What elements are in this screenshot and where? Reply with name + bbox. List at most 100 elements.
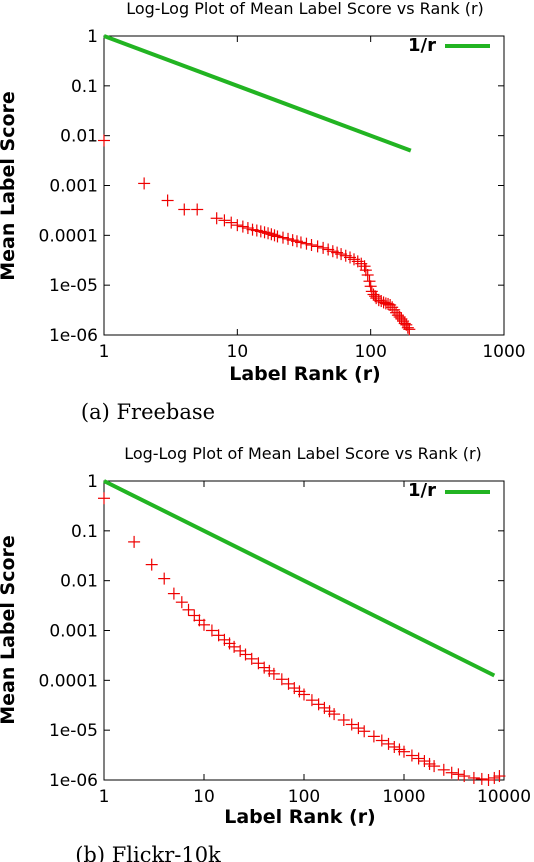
data-point xyxy=(355,257,368,270)
data-point xyxy=(300,237,313,250)
data-point xyxy=(418,755,431,768)
data-point xyxy=(311,240,324,253)
data-point xyxy=(98,134,110,147)
tick-marks xyxy=(103,35,505,336)
data-point xyxy=(322,243,335,256)
data-point xyxy=(236,220,249,233)
data-point xyxy=(370,292,383,305)
x-tick-label: 1000 xyxy=(382,787,425,807)
line-1-over-r xyxy=(103,479,496,678)
data-point xyxy=(475,772,488,785)
data-point xyxy=(158,572,171,585)
data-point xyxy=(403,323,416,336)
data-point xyxy=(182,603,195,616)
data-point xyxy=(358,725,371,738)
x-axis-label: Label Rank (r) xyxy=(224,806,376,828)
y-tick-label: 0.001 xyxy=(49,177,98,197)
plot-frame xyxy=(103,35,505,336)
data-point xyxy=(363,275,376,288)
data-point xyxy=(375,734,388,747)
data-point xyxy=(241,222,254,235)
y-tick-label: 1e-05 xyxy=(49,276,98,296)
y-tick-label: 0.01 xyxy=(60,572,98,592)
data-point xyxy=(467,771,480,784)
x-tick-label: 1 xyxy=(99,342,110,362)
x-tick-label: 1 xyxy=(99,787,110,807)
legend-label: 1/r xyxy=(408,35,436,56)
x-tick-labels: 1 10 100 1000 10000 xyxy=(99,787,531,807)
data-point xyxy=(245,652,258,665)
data-point xyxy=(412,752,425,765)
data-point xyxy=(361,268,374,281)
chart-title: Log-Log Plot of Mean Label Score vs Rank… xyxy=(126,0,484,18)
data-point xyxy=(488,771,501,784)
data-point xyxy=(328,708,341,721)
data-point xyxy=(225,216,238,229)
y-tick-labels: 1 0.1 0.01 0.001 0.0001 1e-05 1e-06 xyxy=(39,27,98,346)
data-point xyxy=(178,203,191,216)
y-tick-label: 0.1 xyxy=(71,77,98,97)
x-tick-label: 100 xyxy=(354,342,386,362)
data-point xyxy=(452,768,465,781)
data-point xyxy=(388,740,401,753)
y-tick-labels: 1 0.1 0.01 0.001 0.0001 1e-05 1e-06 xyxy=(39,472,98,791)
y-tick-label: 1e-06 xyxy=(49,771,98,791)
data-point xyxy=(282,232,295,245)
y-tick-label: 0.0001 xyxy=(39,226,98,246)
y-tick-label: 0.0001 xyxy=(39,671,98,691)
data-point xyxy=(305,694,318,707)
data-point xyxy=(294,236,307,249)
data-point xyxy=(405,749,418,762)
caption: (b) Flickr-10k xyxy=(75,843,221,862)
data-point xyxy=(218,214,231,227)
data-point xyxy=(161,194,174,207)
data-point xyxy=(337,713,350,726)
data-point xyxy=(167,587,180,600)
data-point xyxy=(210,212,223,225)
data-point xyxy=(262,227,275,240)
data-point xyxy=(345,718,358,731)
y-tick-label: 0.001 xyxy=(49,622,98,642)
data-point xyxy=(231,219,244,232)
data-point xyxy=(205,624,218,637)
x-tick-label: 10000 xyxy=(477,787,531,807)
caption: (a) Freebase xyxy=(81,400,215,424)
series-1-over-r xyxy=(103,34,412,153)
chart-freebase: Log-Log Plot of Mean Label Score vs Rank… xyxy=(0,0,526,424)
line-1-over-r xyxy=(103,34,412,153)
data-point xyxy=(367,730,380,743)
data-point xyxy=(175,596,188,609)
y-tick-label: 0.01 xyxy=(60,127,98,147)
data-point xyxy=(239,648,252,661)
data-point xyxy=(372,294,385,307)
data-point xyxy=(265,228,278,241)
chart-title: Log-Log Plot of Mean Label Score vs Rank… xyxy=(124,444,482,463)
data-point xyxy=(128,535,141,548)
data-point xyxy=(317,241,330,254)
data-point xyxy=(275,673,288,686)
data-point xyxy=(382,737,395,750)
x-tick-label: 100 xyxy=(288,787,320,807)
data-point xyxy=(375,295,388,308)
tick-marks xyxy=(103,480,505,781)
x-tick-label: 1000 xyxy=(482,342,525,362)
x-tick-label: 10 xyxy=(227,342,249,362)
data-point xyxy=(401,321,414,334)
data-point xyxy=(298,688,310,701)
series-1-over-r xyxy=(103,479,496,678)
data-point xyxy=(437,763,450,776)
data-point xyxy=(305,238,318,251)
data-point xyxy=(482,774,495,786)
chart-flickr: Log-Log Plot of Mean Label Score vs Rank… xyxy=(0,444,531,862)
data-point xyxy=(271,230,284,243)
y-tick-label: 1 xyxy=(87,27,98,47)
y-tick-label: 0.1 xyxy=(71,522,98,542)
plot-frame xyxy=(103,480,505,781)
series-mean-label-score xyxy=(98,134,416,336)
x-axis-label: Label Rank (r) xyxy=(229,363,381,385)
data-point xyxy=(458,770,471,783)
x-tick-label: 10 xyxy=(193,787,215,807)
y-axis-label: Mean Label Score xyxy=(0,535,19,725)
y-tick-label: 1e-06 xyxy=(49,326,98,346)
